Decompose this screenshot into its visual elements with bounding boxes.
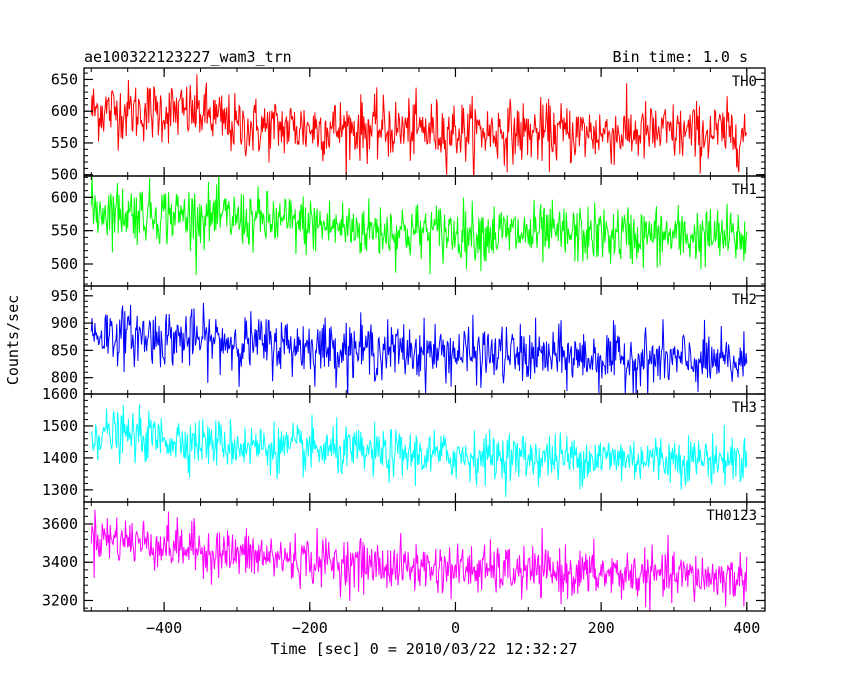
x-tick-label: 200 xyxy=(588,619,615,637)
panel-label-th0123: TH0123 xyxy=(706,508,757,524)
y-tick-label: 650 xyxy=(51,70,78,88)
y-tick-label: 550 xyxy=(51,222,78,240)
chart-title-left: ae100322123227_wam3_trn xyxy=(84,48,292,66)
y-tick-label: 3600 xyxy=(42,515,78,533)
panels-group: 500 550 600 650 TH0 500 550 600 TH1 800 850 900 950 T… xyxy=(42,67,766,612)
panel-label-th0: TH0 xyxy=(732,74,757,90)
x-tick-label: −200 xyxy=(292,619,328,637)
series-line-th3 xyxy=(90,404,748,498)
y-tick-label: 3200 xyxy=(42,591,78,609)
y-tick-label: 1600 xyxy=(42,385,78,403)
chart-title-right: Bin time: 1.0 s xyxy=(613,48,748,66)
x-tick-label: 400 xyxy=(733,619,760,637)
y-tick-label: 600 xyxy=(51,102,78,120)
y-tick-label: 800 xyxy=(51,369,78,387)
y-tick-label: 1300 xyxy=(42,481,78,499)
panel-th1: 500 550 600 TH1 xyxy=(51,175,766,287)
series-line-th0 xyxy=(90,74,748,176)
panel-th2: 800 850 900 950 TH2 xyxy=(51,285,766,395)
series-line-th1 xyxy=(90,176,748,276)
y-tick-label: 600 xyxy=(51,188,78,206)
panel-th0: 500 550 600 650 TH0 xyxy=(51,67,766,184)
series-line-th0123 xyxy=(90,509,748,611)
x-tick-label: 0 xyxy=(451,619,460,637)
series-line-th2 xyxy=(90,302,748,394)
y-tick-label: 1400 xyxy=(42,449,78,467)
y-tick-label: 500 xyxy=(51,166,78,184)
y-tick-label: 950 xyxy=(51,287,78,305)
panel-th3: 1300 1400 1500 1600 TH3 xyxy=(42,385,766,503)
panel-frame xyxy=(83,501,766,612)
y-tick-label: 550 xyxy=(51,134,78,152)
y-tick-label: 500 xyxy=(51,255,78,273)
panel-label-th3: TH3 xyxy=(732,400,757,416)
y-tick-label: 1500 xyxy=(42,417,78,435)
x-axis-title: Time [sec] 0 = 2010/03/22 12:32:27 xyxy=(270,640,577,658)
panel-label-th2: TH2 xyxy=(732,292,757,308)
x-axis: −400 −200 0 200 400 xyxy=(146,619,760,637)
y-tick-label: 900 xyxy=(51,314,78,332)
y-tick-label: 3400 xyxy=(42,553,78,571)
panel-th0123: 3200 3400 3600 TH0123 xyxy=(42,501,766,612)
y-axis-title: Counts/sec xyxy=(4,295,22,385)
panel-label-th1: TH1 xyxy=(732,182,757,198)
y-tick-label: 850 xyxy=(51,341,78,359)
x-tick-label: −400 xyxy=(146,619,182,637)
